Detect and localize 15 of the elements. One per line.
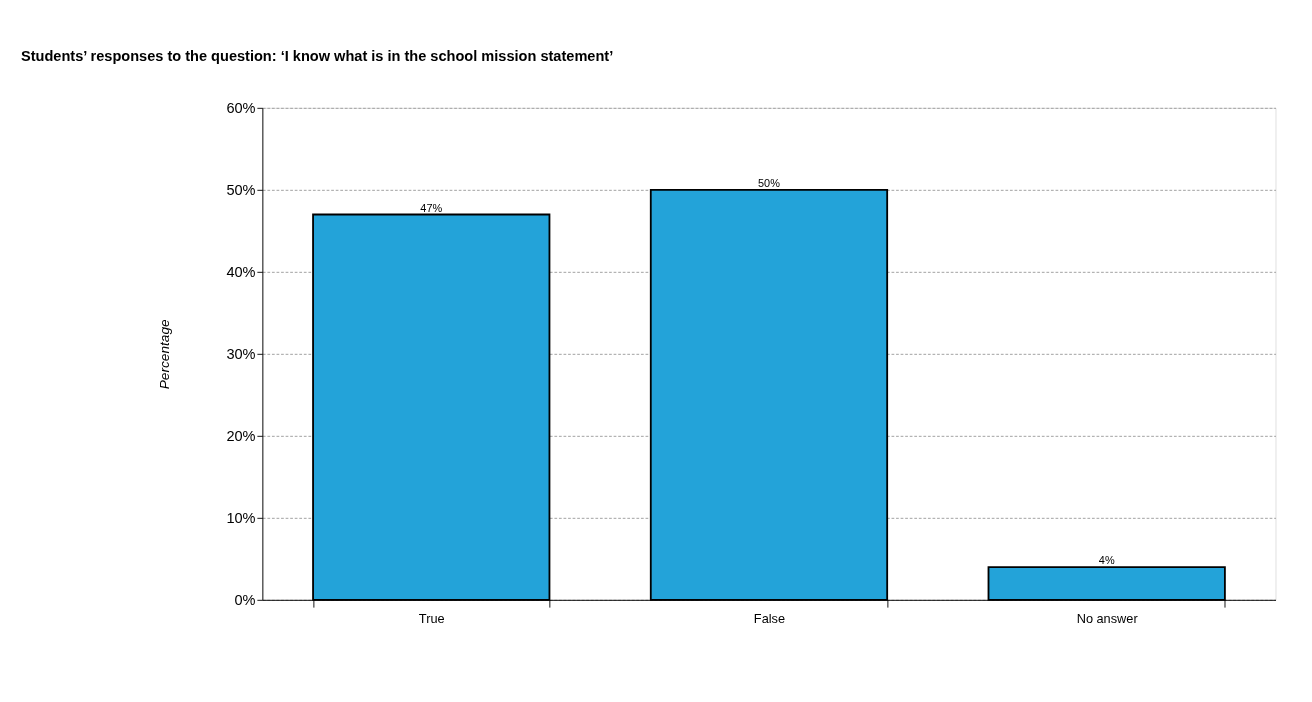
- data-label: 47%: [420, 201, 443, 214]
- y-tick-label: 20%: [226, 427, 256, 444]
- data-label: 50%: [758, 177, 781, 190]
- x-tick-label: No answer: [1076, 611, 1139, 627]
- chart-title: Students’ responses to the question: ‘I know what is in the school mission statement’: [20, 48, 614, 65]
- y-tick-label: 60%: [226, 99, 256, 116]
- y-tick-label: 40%: [226, 263, 256, 280]
- y-tick-label: 0%: [234, 591, 256, 608]
- y-axis-title: Percentage: [156, 319, 172, 390]
- x-tick-label: True: [418, 611, 445, 627]
- data-label: 4%: [1098, 554, 1115, 567]
- y-tick-label: 50%: [226, 181, 256, 198]
- y-tick-label: 30%: [226, 345, 256, 362]
- x-tick-label: False: [753, 611, 786, 627]
- y-tick-label: 10%: [226, 509, 256, 526]
